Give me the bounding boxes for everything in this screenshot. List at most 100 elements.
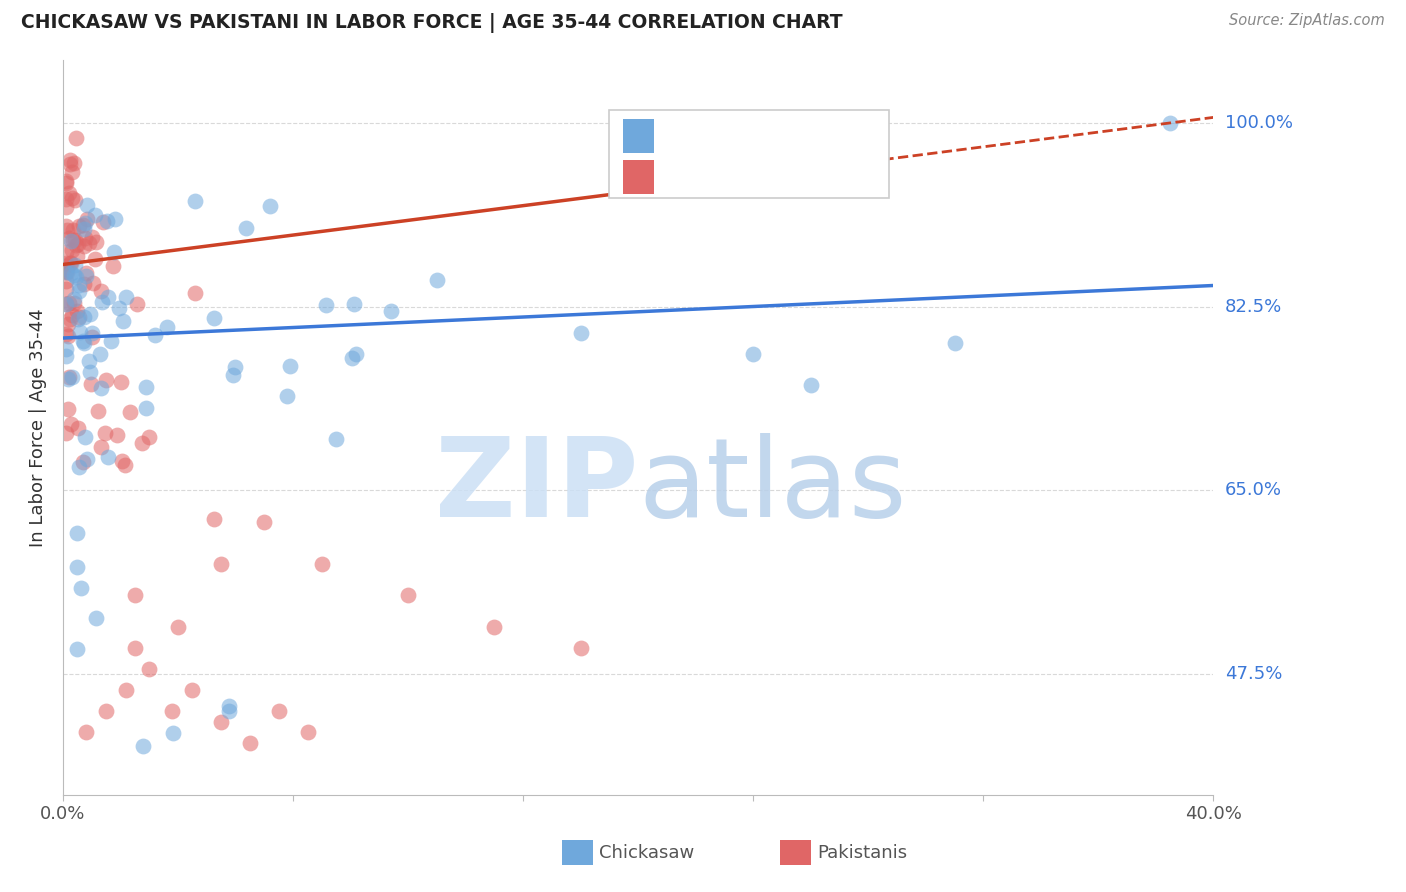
Point (59, 157, 82, 171)
Point (60, 308, 83, 322)
Point (86, 404, 108, 418)
Point (131, 436, 153, 450)
Point (86, 611, 108, 625)
Point (135, 401, 157, 415)
Point (58, 296, 80, 310)
Point (58, 401, 80, 416)
Text: 82.5%: 82.5% (1225, 298, 1282, 316)
Point (73, 430, 96, 444)
Point (93, 215, 115, 229)
Y-axis label: In Labor Force | Age 35-44: In Labor Force | Age 35-44 (30, 308, 46, 547)
Point (79, 307, 101, 321)
Point (311, 557, 333, 571)
Point (58, 153, 80, 168)
Text: 0.100: 0.100 (704, 120, 765, 139)
Text: 65.0%: 65.0% (1225, 482, 1282, 500)
Point (155, 319, 177, 334)
Point (90, 284, 112, 298)
Point (135, 380, 157, 394)
Point (55, 200, 77, 214)
Point (75, 725, 97, 739)
Point (167, 620, 190, 634)
Point (63, 296, 86, 310)
Point (1159, 115, 1181, 129)
Point (107, 427, 129, 442)
Point (55, 174, 77, 188)
Point (63, 293, 86, 307)
Point (114, 458, 136, 472)
Text: N =: N = (768, 120, 824, 139)
Point (55, 342, 77, 356)
Text: R =: R = (662, 161, 704, 179)
Point (55, 282, 77, 296)
Text: 98: 98 (814, 161, 841, 179)
Point (84, 235, 107, 249)
Point (315, 298, 337, 312)
Point (94, 425, 117, 440)
Point (222, 368, 245, 382)
Point (72, 334, 94, 348)
Point (60, 165, 83, 179)
Point (55, 327, 77, 342)
Point (59, 266, 82, 280)
Point (72, 455, 94, 469)
Point (340, 351, 363, 365)
Point (66, 304, 89, 318)
Point (75, 266, 97, 280)
Point (184, 194, 207, 209)
Point (484, 620, 506, 634)
Point (125, 296, 148, 310)
Point (96, 704, 118, 718)
Point (66, 249, 89, 263)
Point (65, 131, 87, 145)
Point (76, 451, 98, 466)
Point (110, 375, 132, 389)
Point (60, 243, 83, 257)
Point (800, 378, 823, 392)
Text: N =: N = (768, 161, 824, 179)
Point (66, 560, 89, 574)
Point (218, 704, 240, 718)
Point (224, 360, 246, 375)
Point (209, 714, 232, 729)
Text: CHICKASAW VS PAKISTANI IN LABOR FORCE | AGE 35-44 CORRELATION CHART: CHICKASAW VS PAKISTANI IN LABOR FORCE | … (21, 13, 842, 33)
Point (124, 640, 146, 655)
Point (56, 329, 79, 343)
Point (82, 326, 104, 341)
Text: Source: ZipAtlas.com: Source: ZipAtlas.com (1229, 13, 1385, 29)
Point (325, 432, 347, 446)
Point (75, 268, 97, 283)
Point (70, 581, 93, 595)
Point (77, 354, 100, 368)
Point (55, 296, 77, 310)
Point (55, 274, 77, 288)
Point (218, 698, 240, 713)
Point (162, 726, 184, 740)
Point (77, 236, 100, 251)
Point (297, 725, 319, 739)
Point (569, 326, 592, 340)
Point (943, 336, 966, 351)
Point (73, 239, 96, 253)
Point (55, 296, 77, 310)
Point (124, 588, 146, 602)
Point (67, 285, 90, 299)
Point (73, 222, 96, 236)
Point (343, 297, 366, 311)
Point (63, 268, 86, 283)
Point (111, 314, 134, 328)
Point (55, 244, 77, 259)
Point (235, 220, 257, 235)
Point (60, 256, 83, 270)
Point (55, 261, 77, 276)
Point (83, 252, 105, 266)
Point (145, 327, 167, 342)
Point (72, 277, 94, 291)
Point (83, 208, 105, 222)
Point (73, 310, 96, 325)
Point (67, 460, 90, 475)
Point (181, 683, 204, 698)
Point (58, 370, 80, 384)
Point (100, 334, 122, 349)
Point (55, 176, 77, 190)
